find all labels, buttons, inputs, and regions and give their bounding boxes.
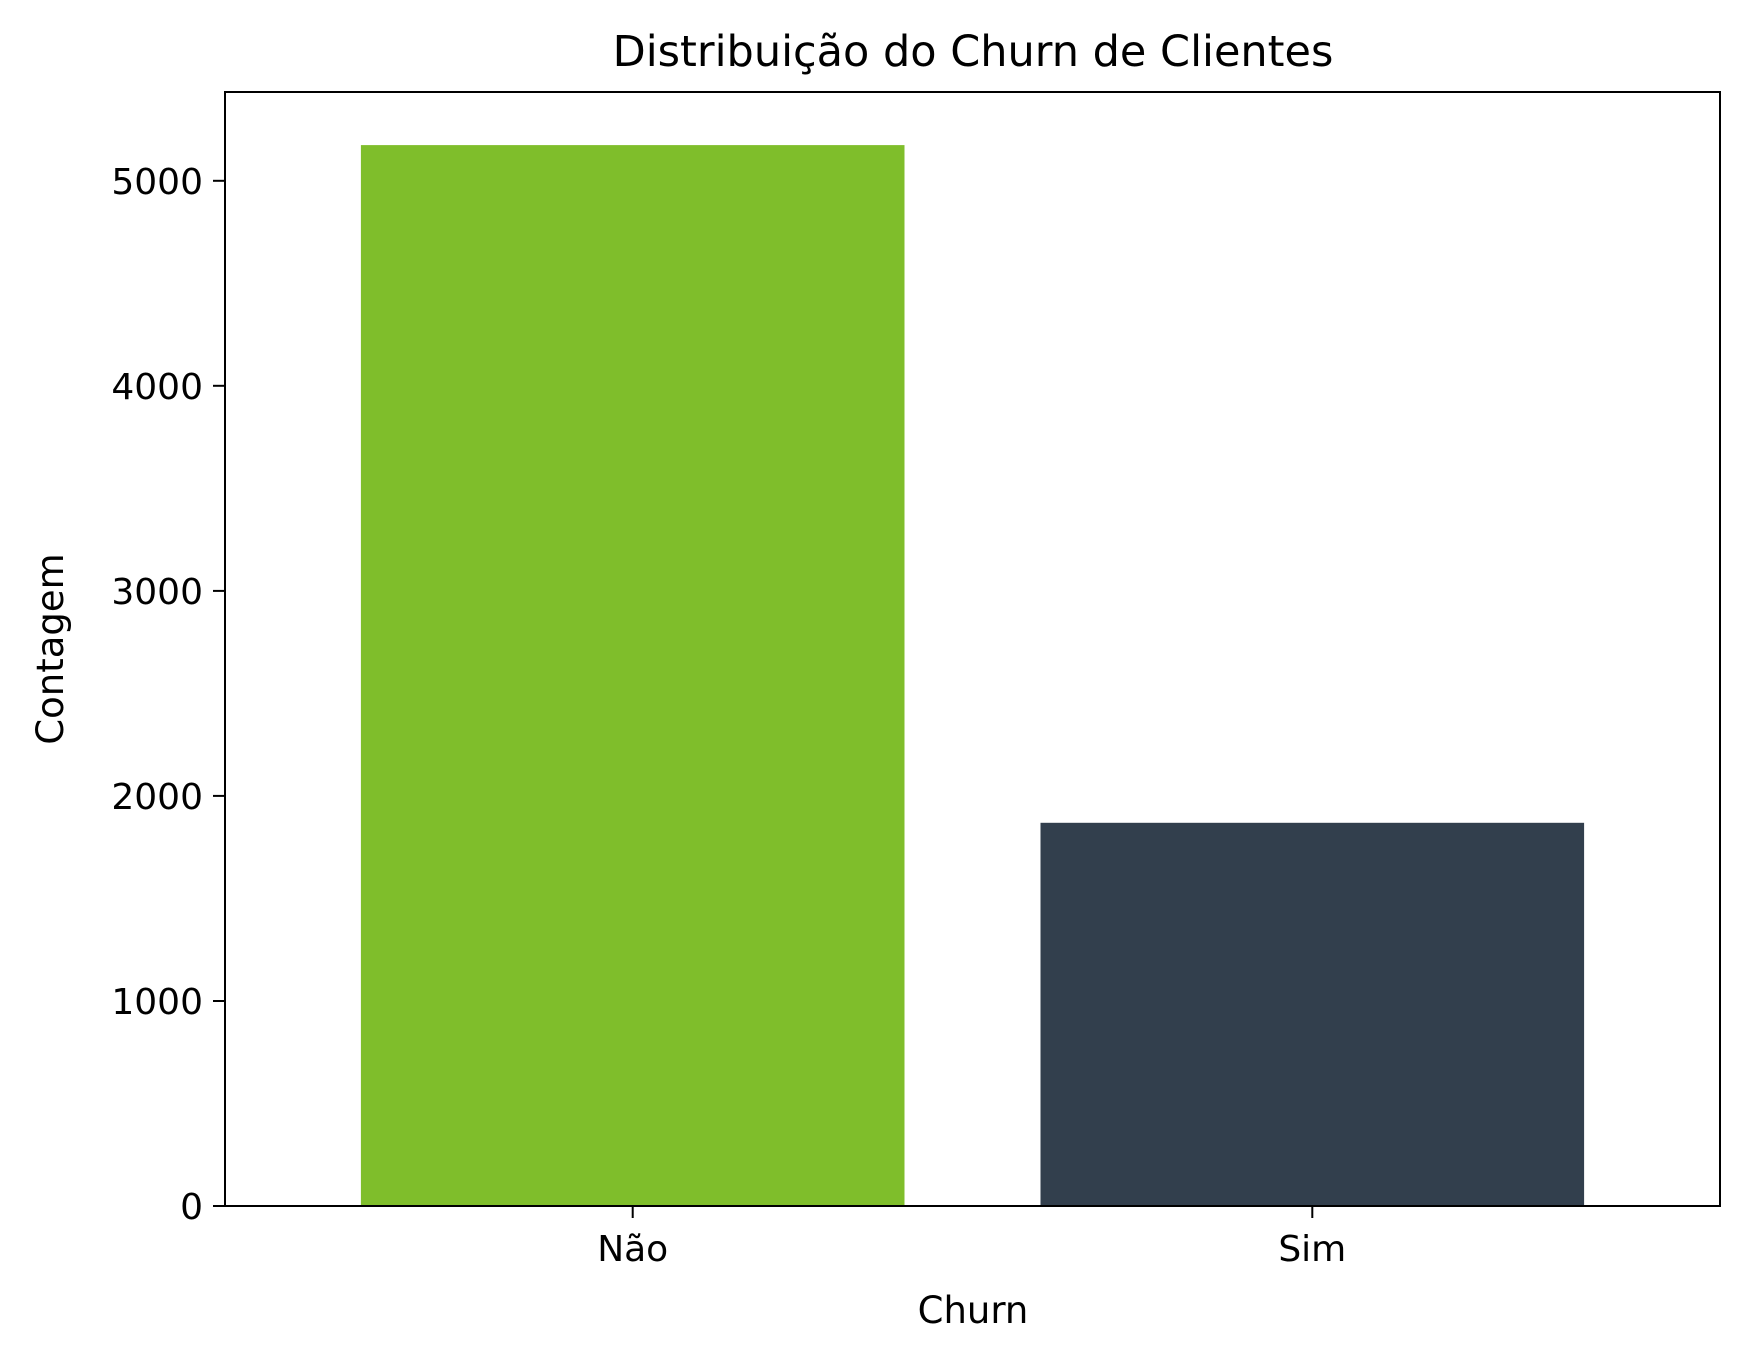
bar-1: [1040, 822, 1585, 1206]
chart-title: Distribuição do Churn de Clientes: [613, 27, 1334, 77]
bar-0: [360, 145, 905, 1207]
y-axis-label: Contagem: [29, 553, 72, 744]
y-tick-label-1: 1000: [111, 982, 203, 1023]
y-tick-label-5: 5000: [111, 162, 203, 203]
x-tick-label-1: Sim: [1278, 1229, 1346, 1270]
x-tick-label-0: Não: [597, 1229, 668, 1270]
x-axis-label: Churn: [918, 1289, 1029, 1332]
bar-group: [360, 145, 1585, 1207]
plot-frame: [224, 91, 1721, 1207]
y-tick-label-0: 0: [180, 1187, 203, 1228]
y-tick-label-4: 4000: [111, 367, 203, 408]
y-tick-label-3: 3000: [111, 572, 203, 613]
y-tick-label-2: 2000: [111, 777, 203, 818]
y-axis-ticks: 0 1000 2000 3000 4000 5000: [111, 162, 225, 1228]
x-axis-ticks: Não Sim: [597, 1206, 1346, 1270]
